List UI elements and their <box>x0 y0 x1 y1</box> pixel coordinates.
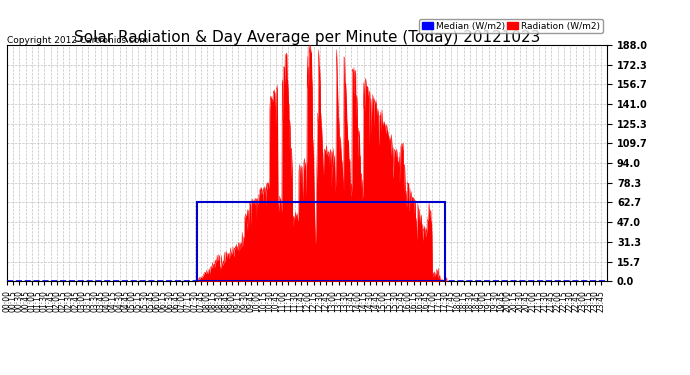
Legend: Median (W/m2), Radiation (W/m2): Median (W/m2), Radiation (W/m2) <box>420 19 602 33</box>
Bar <box>197 202 445 281</box>
Text: Copyright 2012 Cartronics.com: Copyright 2012 Cartronics.com <box>7 36 148 45</box>
Title: Solar Radiation & Day Average per Minute (Today) 20121023: Solar Radiation & Day Average per Minute… <box>74 30 540 45</box>
